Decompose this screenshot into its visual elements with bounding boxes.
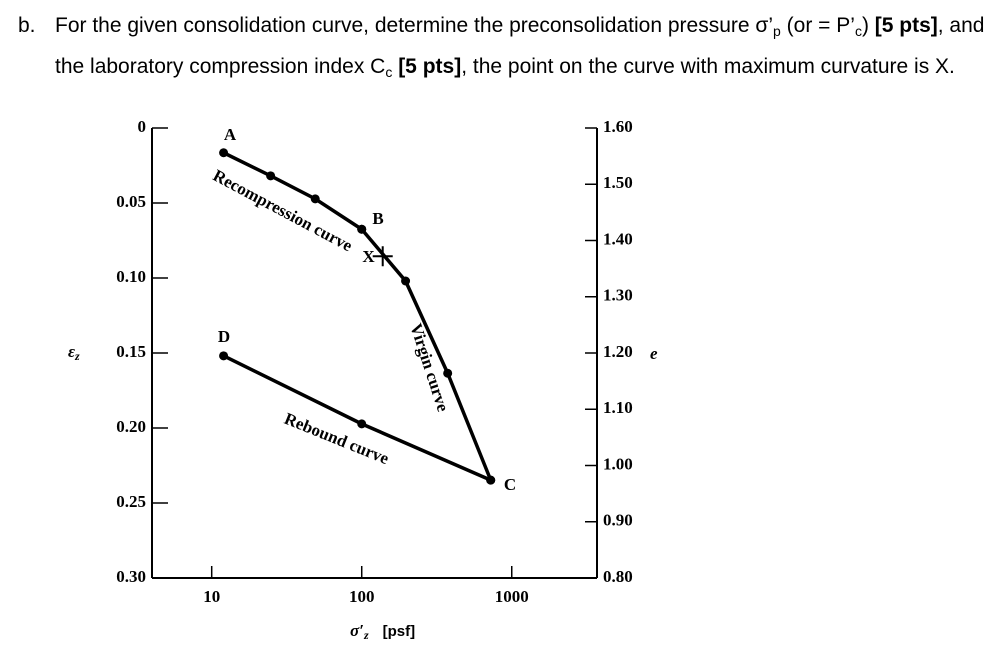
- y-tick-label: 0: [138, 117, 147, 136]
- point: [486, 475, 496, 485]
- y2-tick-label: 1.30: [603, 286, 633, 305]
- question-label: b.: [18, 14, 36, 37]
- point: [219, 351, 229, 361]
- x-axis-symbol: σ′: [350, 621, 364, 640]
- y-tick-label: 0.25: [116, 492, 146, 511]
- question-segment: p: [773, 23, 781, 39]
- y2-tick-label: 0.90: [603, 511, 633, 530]
- y2-tick-label: 1.60: [603, 117, 633, 136]
- point: [401, 276, 411, 286]
- y2-tick-label: 1.10: [603, 398, 633, 417]
- point: [357, 224, 367, 234]
- y2-axis-label: e: [650, 344, 658, 363]
- x-axis-sub: z: [363, 628, 369, 642]
- x-tick-label: 10: [203, 587, 220, 606]
- question-segment: , the point on the curve with maximum cu…: [461, 55, 955, 78]
- point: [310, 194, 320, 204]
- point-label: B: [372, 209, 383, 228]
- x-axis-unit: [psf]: [383, 623, 416, 640]
- point-label: A: [224, 125, 237, 144]
- point: [219, 148, 229, 158]
- question-segment: (or = P’: [780, 14, 855, 37]
- question-segment: , and the laboratory compression index C: [55, 14, 985, 78]
- y-axis-label: εz: [68, 342, 80, 363]
- y2-tick-label: 1.40: [603, 229, 633, 248]
- point: [266, 171, 276, 181]
- point: [443, 368, 453, 378]
- question-segment: [5 pts]: [398, 55, 462, 78]
- x-tick-label: 100: [349, 587, 375, 606]
- annotation-marker: [372, 246, 393, 267]
- curve-label: Rebound curve: [282, 409, 392, 468]
- question-text: For the given consolidation curve, deter…: [55, 8, 985, 90]
- x-tick-label: 1000: [495, 587, 529, 606]
- y-axis-symbol: ε: [68, 342, 75, 361]
- y2-tick-label: 1.50: [603, 173, 633, 192]
- question-segment: ): [861, 14, 875, 37]
- question-segment: For the given consolidation curve, deter…: [55, 14, 774, 37]
- y-tick-label: 0.10: [116, 267, 146, 286]
- y-tick-label: 0.30: [116, 567, 146, 586]
- point-label: C: [504, 475, 516, 494]
- annotation-label: X: [362, 247, 375, 266]
- y2-tick-label: 0.80: [603, 567, 633, 586]
- point-label: D: [218, 327, 230, 346]
- y2-tick-label: 1.20: [603, 342, 633, 361]
- x-axis-label: σ′z [psf]: [350, 621, 415, 642]
- y-axis-sub: z: [74, 349, 80, 363]
- question: b. For the given consolidation curve, de…: [0, 8, 985, 90]
- question-segment: [5 pts]: [874, 14, 938, 37]
- curve: [222, 151, 363, 231]
- y-tick-label: 0.15: [116, 342, 146, 361]
- point: [357, 419, 367, 429]
- question-segment: c: [854, 23, 862, 39]
- question-segment: c: [385, 64, 393, 80]
- y-tick-label: 0.05: [116, 192, 146, 211]
- y2-tick-label: 1.00: [603, 454, 633, 473]
- y-tick-label: 0.20: [116, 417, 146, 436]
